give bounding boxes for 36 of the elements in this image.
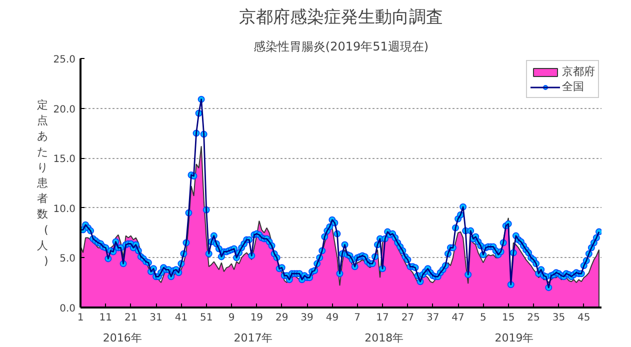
x-tick-label: 5 — [480, 312, 486, 324]
x-tick-label: 41 — [174, 312, 188, 324]
y-tick-label: 20.0 — [53, 104, 76, 116]
chart-title: 京都府感染症発生動向調査 — [239, 8, 443, 28]
x-tick-label: 11 — [99, 312, 112, 324]
x-tick-label: 1 — [77, 312, 84, 324]
x-tick-label: 19 — [250, 312, 264, 324]
y-tick-label: 0.0 — [60, 304, 76, 314]
x-tick-label: 49 — [326, 312, 339, 324]
x-tick-label: 15 — [502, 312, 515, 324]
y-tick-label: 25.0 — [53, 54, 76, 66]
x-tick-label: 25 — [527, 312, 540, 324]
x-tick-label: 35 — [552, 312, 566, 324]
x-tick-label: 47 — [452, 312, 464, 324]
x-tick-label: 27 — [401, 312, 414, 324]
x-tick-label: 7 — [354, 312, 361, 324]
text: 定点あたり患者数(人) — [37, 98, 48, 268]
y-tick-label: 10.0 — [53, 204, 76, 215]
y-tick-label: 5.0 — [60, 254, 76, 265]
legend-label: 京都府 — [562, 64, 595, 79]
legend-label: 全国 — [562, 79, 584, 94]
x-tick-label: 37 — [426, 312, 440, 324]
x-tick-label: 9 — [228, 312, 235, 324]
text: 2018年 — [364, 332, 404, 344]
x-tick-label: 21 — [124, 312, 138, 324]
chart-subtitle: 感染性胃腸炎(2019年51週現在) — [253, 40, 429, 54]
x-tick-label: 45 — [578, 312, 590, 324]
x-tick-label: 31 — [150, 312, 162, 324]
x-tick-label: 17 — [376, 312, 389, 324]
x-tick-label: 29 — [275, 312, 288, 324]
text: 2017年 — [234, 332, 273, 344]
y-tick-label: 15.0 — [53, 154, 76, 166]
x-tick-label: 51 — [200, 312, 213, 324]
text: 2019年 — [494, 332, 534, 344]
text: 2016年 — [102, 332, 142, 344]
x-tick-label: 39 — [300, 312, 314, 324]
